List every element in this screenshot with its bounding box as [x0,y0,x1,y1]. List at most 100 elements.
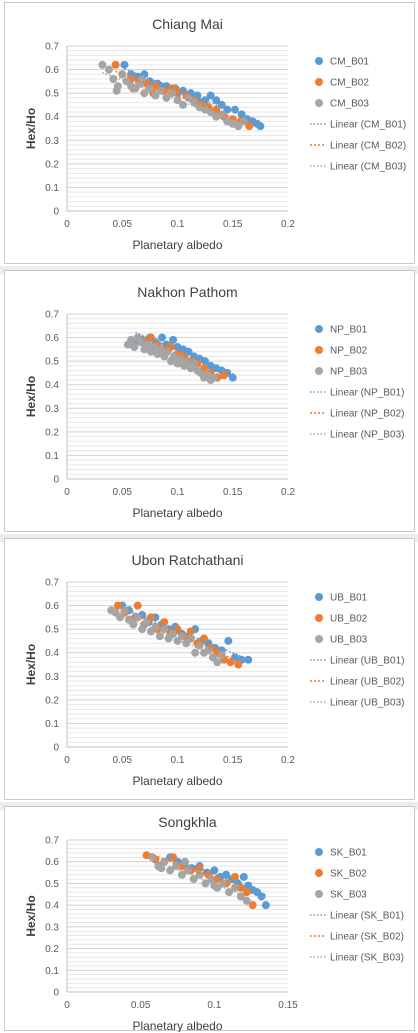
legend-label: Linear (SK_B01) [330,911,404,922]
legend-marker [315,57,323,65]
x-tick-label: 0.1 [207,1000,221,1011]
data-point [200,634,209,643]
trendline [144,336,225,379]
data-point [104,65,113,74]
legend-marker [315,325,323,333]
data-point [195,641,204,650]
chart-panel-songkhla: Songkhla 0 0.1 0.2 0.3 0.4 0.5 0.6 0.7 0 0.05 0.1 0.… [4,806,415,1032]
y-tick-label: 0.7 [45,310,59,321]
legend-label: Linear (NP_B02) [330,409,404,420]
legend-label: NP_B03 [330,367,368,378]
data-point [217,110,226,119]
data-point [210,881,219,890]
data-point [226,658,235,667]
data-point [160,618,169,627]
data-point [157,864,166,873]
data-point [234,660,243,669]
data-point [206,91,215,100]
data-point [257,892,266,901]
legend-marker [315,78,323,86]
data-point [143,340,152,349]
trendline [152,858,248,898]
y-tick-label: 0.5 [45,89,59,100]
legend-marker [315,99,323,107]
chart-title: Chiang Mai [152,16,223,32]
legend-marker [315,848,323,856]
data-point [111,60,120,69]
data-point [236,892,245,901]
data-point [173,96,182,105]
data-point [169,335,178,344]
legend-label: Linear (CM_B01) [330,120,406,131]
data-point [150,343,159,351]
y-tick-label: 0 [53,475,59,486]
data-point [222,870,231,879]
legend-label: Linear (CM_B03) [330,162,406,173]
y-tick-label: 0.3 [45,404,59,415]
x-axis-label: Planetary albedo [132,1019,222,1032]
legend-label: Linear (CM_B02) [330,141,406,152]
x-tick-label: 0 [64,487,70,498]
legend-label: Linear (UB_B02) [330,677,404,688]
data-point [137,338,146,347]
data-point [224,636,233,645]
data-point [113,601,122,610]
data-point [209,373,218,382]
data-point [223,105,232,114]
legend-label: SK_B01 [330,848,367,859]
chart-title: Nakhon Pathom [137,284,237,300]
data-point [166,866,175,875]
data-point [237,110,246,119]
y-tick-label: 0.6 [45,333,59,344]
data-point [170,352,179,361]
chart-title: Ubon Ratchathani [131,552,243,568]
data-point [151,91,160,100]
y-tick-label: 0.2 [45,695,59,706]
scatter-chart: Nakhon Pathom 0 0.1 0.2 0.3 0.4 0.5 0.6 0.7 0 0.05… [24,284,404,520]
y-tick-label: 0.2 [45,159,59,170]
data-point [186,627,195,636]
y-tick-label: 0.7 [45,836,59,847]
scatter-chart: Ubon Ratchathani 0 0.1 0.2 0.3 0.4 0.5 0.6 0.7 0 0… [24,552,404,788]
data-point [210,866,219,875]
data-point [130,343,139,351]
data-point [230,105,239,114]
data-point [138,625,147,634]
data-point [133,601,142,610]
x-tick-label: 0 [64,219,70,230]
data-point [120,60,129,69]
legend-marker [315,614,323,622]
data-point [140,89,149,98]
legend-label: UB_B01 [330,593,368,604]
trendline [146,851,253,895]
y-tick-label: 0.1 [45,719,59,730]
legend-marker [315,367,323,375]
data-point [112,86,121,95]
data-point [256,122,265,131]
legend-label: UB_B02 [330,614,368,625]
data-point [183,357,192,366]
data-point [129,620,138,629]
data-point [213,658,222,667]
x-axis-label: Planetary albedo [132,774,222,788]
data-point [244,655,253,664]
x-tick-label: 0.1 [171,755,185,766]
trendline [110,609,222,660]
chart-title: Songkhla [158,814,217,830]
data-point [219,371,228,380]
y-tick-label: 0 [53,743,59,754]
y-tick-label: 0.1 [45,451,59,462]
legend-label: Linear (NP_B03) [330,430,404,441]
y-tick-label: 0.2 [45,427,59,438]
data-point [163,347,172,356]
data-point [118,70,127,79]
data-point [195,870,204,879]
legend-label: NP_B02 [330,346,368,357]
data-point [228,373,237,382]
y-tick-label: 0.1 [45,966,59,977]
y-tick-label: 0.6 [45,601,59,612]
y-axis-label: Hex/Ho [24,376,38,417]
chart-panel-ubon-ratchathani: Ubon Ratchathani 0 0.1 0.2 0.3 0.4 0.5 0.6 0.7 0 0… [4,538,415,800]
x-tick-label: 0.1 [171,487,185,498]
data-point [169,853,178,862]
